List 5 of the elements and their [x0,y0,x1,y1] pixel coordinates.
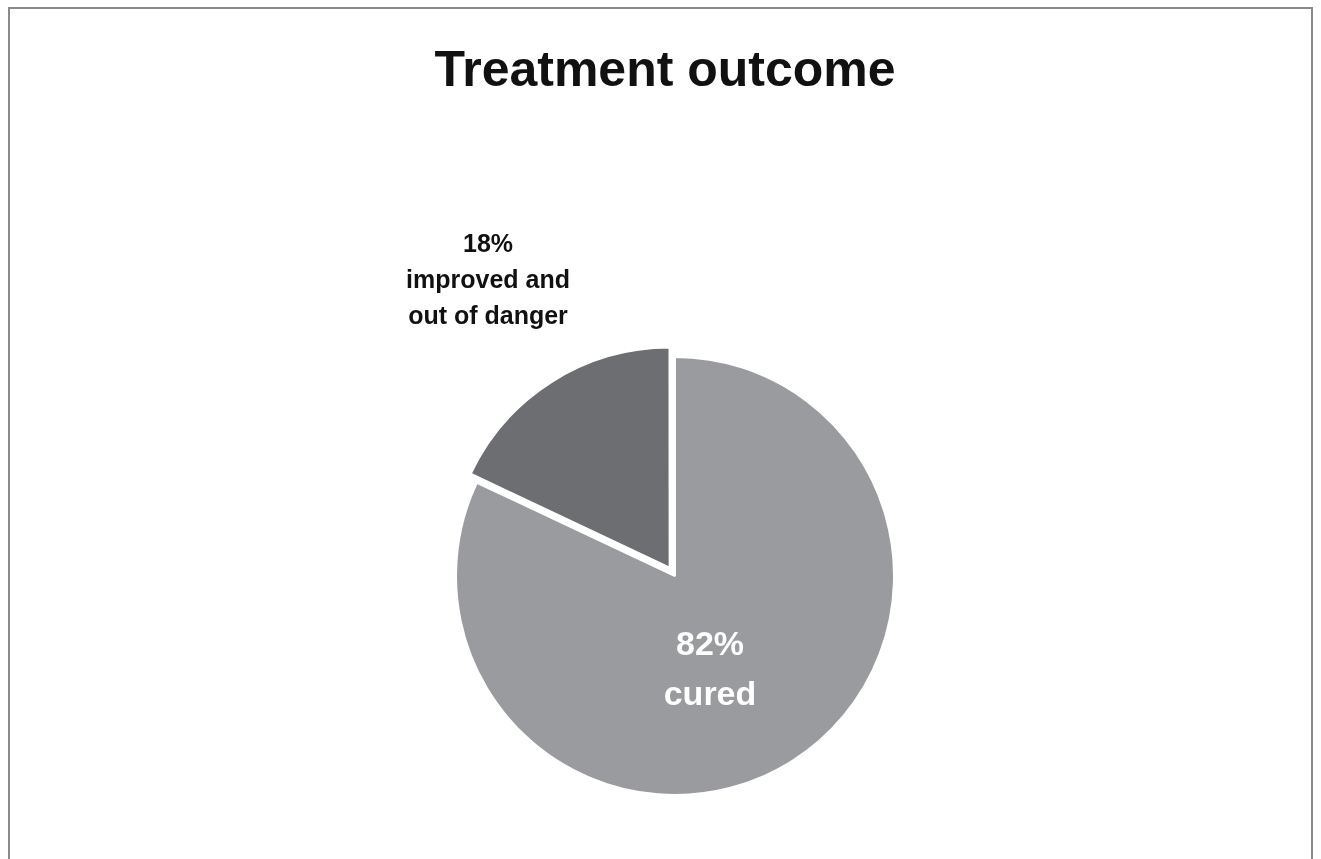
slice-label: improved and out of danger [406,265,570,330]
slice-label: cured [663,674,757,713]
data-label: 82% [675,624,745,663]
data-label: 18% [462,229,514,258]
chart-title: Treatment outcome [433,40,897,98]
